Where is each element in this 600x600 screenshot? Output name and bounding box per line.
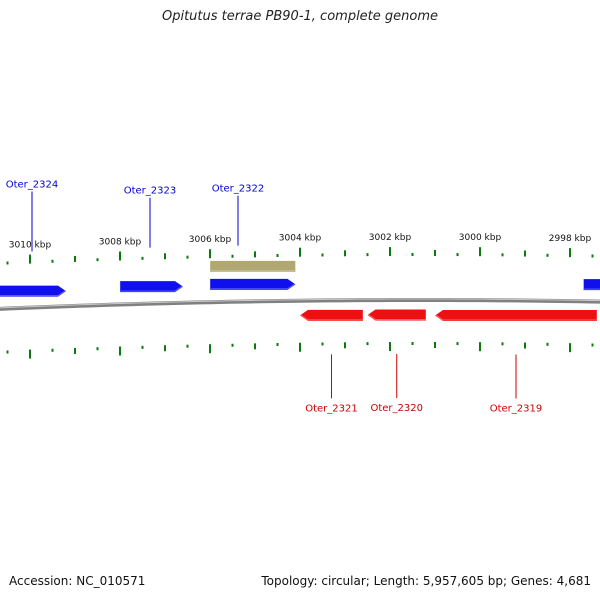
scale-label-layer: 3010 kbp 3008 kbp 3006 kbp 3004 kbp 3002 kbp… [9, 233, 592, 251]
gene-label: Oter_2322 [212, 184, 265, 195]
gene-label: Oter_2320 [370, 403, 423, 414]
gene-arrow-highlight [583, 277, 600, 290]
scale-label: 3008 kbp [99, 238, 142, 248]
gene-arrow [0, 285, 66, 297]
map-title: Opitutus terrae PB90-1, complete genome [161, 9, 439, 24]
gene-arrow [120, 281, 183, 293]
gene-label: Oter_2324 [6, 180, 59, 191]
gene-arrow-highlight [119, 279, 184, 292]
gene-layer [0, 259, 600, 321]
genome-backbone [0, 298, 600, 311]
gene-arrow [210, 260, 296, 272]
tick-layer [6, 247, 594, 359]
scale-label: 3002 kbp [369, 233, 412, 243]
gene-arrow-highlight [299, 308, 364, 321]
gene-label: Oter_2321 [305, 403, 358, 414]
scale-label: 2998 kbp [549, 234, 592, 244]
backbone-layer [0, 298, 600, 311]
gene-arrow [435, 309, 597, 321]
gene-label-layer: Oter_2324 Oter_2323 Oter_2322 Oter_2321 Oter… [6, 180, 543, 415]
genome-summary-text: Topology: circular; Length: 5,957,605 bp… [261, 574, 591, 588]
scale-label: 3000 kbp [459, 233, 502, 243]
gene-arrow [300, 309, 363, 321]
gene-arrow-highlight [434, 308, 598, 321]
gene-arrow [367, 309, 426, 321]
gene-arrow-highlight [209, 259, 296, 272]
scale-label: 3006 kbp [189, 235, 232, 245]
gene-label: Oter_2319 [490, 403, 543, 414]
gene-arrow-highlight [209, 277, 297, 290]
gene-arrow-highlight [366, 308, 427, 321]
scale-label: 3004 kbp [279, 234, 322, 244]
gene-arrow [583, 279, 600, 291]
gene-arrow [210, 278, 296, 290]
scale-label: 3010 kbp [9, 241, 52, 251]
genome-backbone-highlight [0, 298, 600, 309]
gene-arrow-highlight [0, 284, 67, 297]
gene-label: Oter_2323 [124, 186, 177, 197]
accession-text: Accession: NC_010571 [9, 574, 146, 588]
